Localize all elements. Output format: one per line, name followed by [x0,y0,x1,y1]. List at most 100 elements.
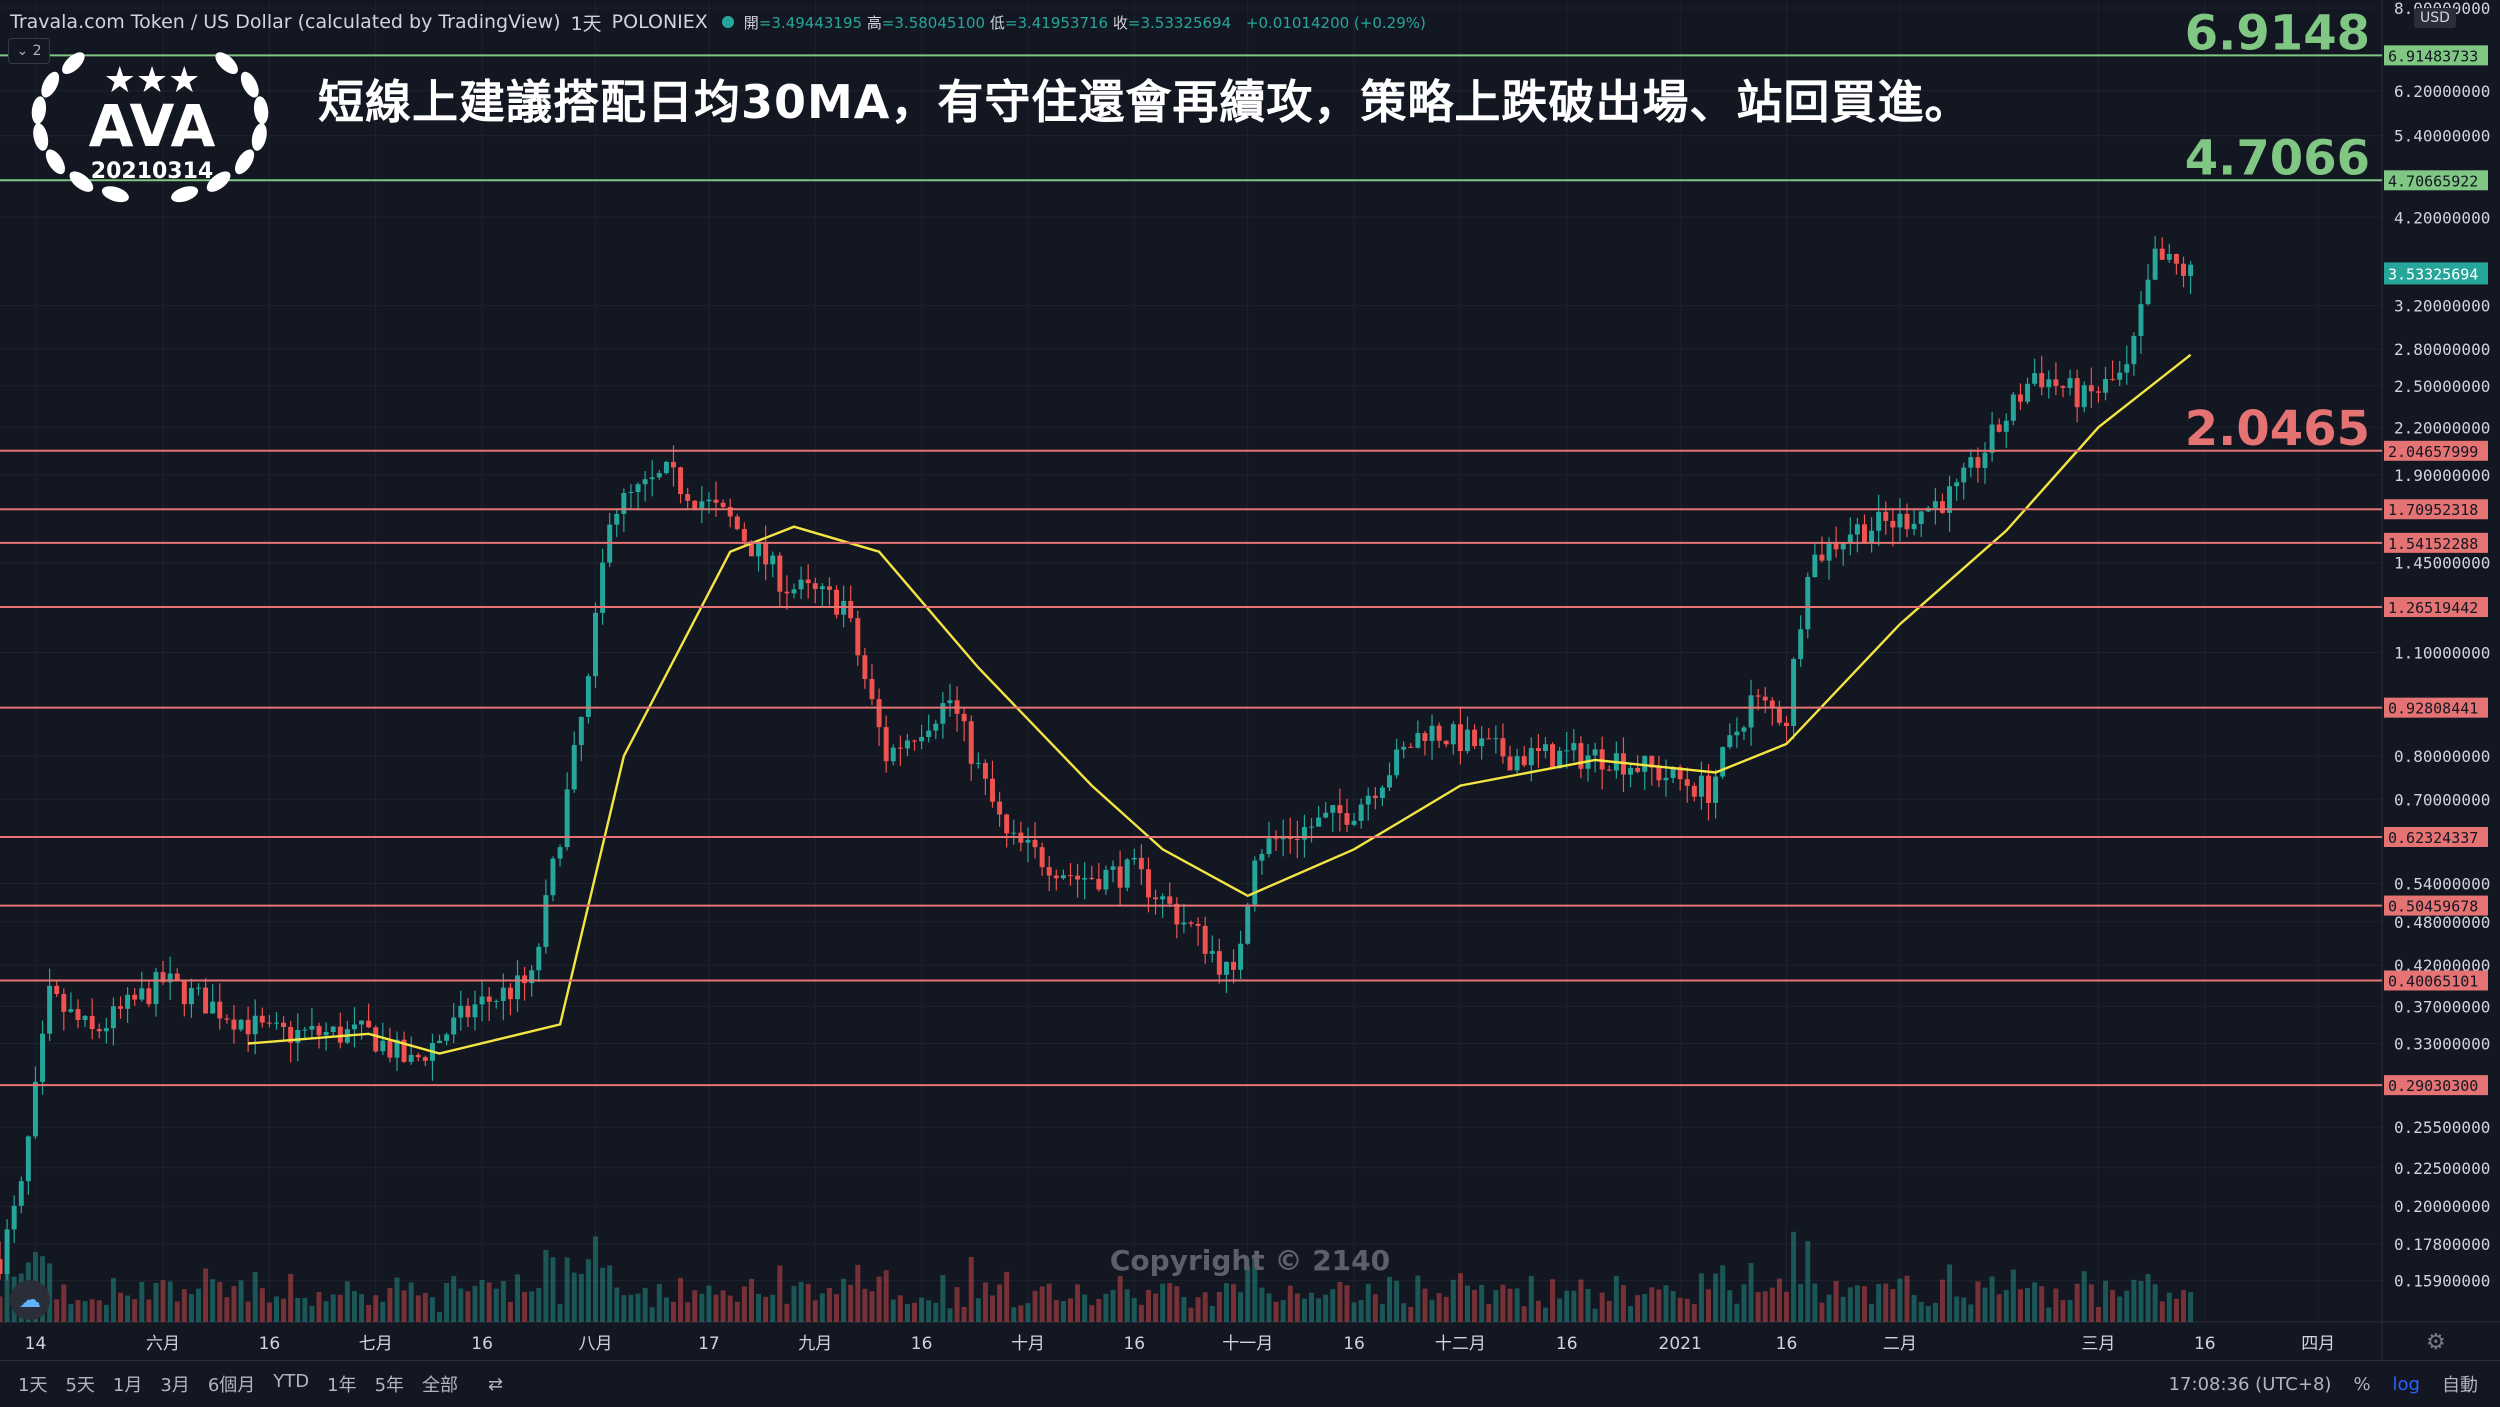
tradingview-logo-icon[interactable]: ☁ [10,1280,50,1320]
volume-bar [961,1306,967,1322]
volume-bar [585,1259,591,1322]
volume-bar [507,1302,513,1322]
volume-bar [1401,1303,1407,1322]
candle-body [1472,729,1478,747]
volume-bar [1259,1287,1265,1322]
candle-body [1932,501,1938,508]
timeframe-button[interactable]: 6個月 [207,1375,256,1396]
candle-body [2046,379,2052,388]
candle-body [40,1033,46,1082]
volume-bar [1103,1293,1109,1322]
candle-body [1698,775,1704,797]
volume-bar [118,1292,123,1322]
volume-bar [1620,1285,1626,1322]
timeframe-button[interactable]: 全部 [422,1375,459,1396]
volume-bar [252,1272,258,1322]
candle-body [1181,922,1187,925]
candle-body [2025,383,2031,402]
candle-body [798,579,804,590]
candle-body [507,987,513,1000]
candle-body [210,1001,216,1014]
timeframe-button[interactable]: 5年 [374,1375,405,1396]
volume-bar [1819,1302,1825,1322]
timeframe-button[interactable]: 3月 [160,1375,190,1396]
candle-body [1004,814,1010,834]
candle-body [770,555,776,565]
percent-toggle[interactable]: % [2353,1373,2371,1395]
candle-body [451,1017,457,1035]
volume-bar [224,1297,230,1322]
timeframe-button[interactable]: YTD [273,1371,310,1392]
price-level-big-label: 4.7066 [2185,130,2370,186]
volume-bar [1691,1304,1697,1322]
candle-body [1252,860,1258,905]
volume-bar [89,1299,95,1322]
volume-bar [1628,1306,1634,1322]
volume-bar [1415,1275,1421,1322]
timeframe-list: 1天 5天 1月 3月 6個月 YTD 1年 5年 全部 [0,1371,458,1397]
volume-bar [1918,1301,1924,1322]
candle-body [1429,725,1435,741]
volume-bar [954,1287,960,1322]
volume-bar [188,1294,194,1322]
volume-bar [798,1281,804,1322]
volume-bar [912,1302,917,1322]
volume-bar [727,1295,733,1322]
volume-bar [500,1281,506,1322]
interval-label[interactable]: 1天 [570,12,602,35]
clock-readout[interactable]: 17:08:36 (UTC+8) [2168,1373,2332,1395]
compare-icon[interactable]: ⇄ [488,1373,504,1395]
candle-body [1791,659,1797,727]
price-level-tag [2384,45,2488,66]
indicator-collapse-button[interactable]: ⌄ 2 [8,38,50,64]
candle-body [1628,767,1634,775]
log-toggle[interactable]: log [2392,1373,2420,1395]
volume-bar [628,1294,634,1322]
candle-body [54,985,60,994]
candle-body [947,700,953,704]
volume-bar [429,1297,435,1322]
candle-body [373,1027,379,1052]
candle-body [1138,857,1144,870]
currency-label[interactable]: USD [2414,8,2456,28]
volume-bar [1989,1276,1995,1322]
candle-body [1684,779,1690,786]
volume-bar [1755,1291,1761,1322]
candle-body [2017,394,2023,402]
price-level-tag [2384,895,2488,916]
candle-body [1904,513,1910,530]
volume-bar [1202,1292,1208,1322]
timeframe-button[interactable]: 5天 [65,1375,95,1396]
candle-body [600,562,606,613]
symbol-title[interactable]: Travala.com Token / US Dollar (calculate… [10,11,561,33]
candle-body [2095,391,2101,393]
auto-toggle[interactable]: 自動 [2442,1375,2478,1396]
candle-body [1982,452,1988,468]
timeframe-button[interactable]: 1年 [327,1375,357,1396]
volume-bar [444,1282,450,1322]
candle-body [139,988,145,1000]
volume-bar [770,1294,776,1322]
candle-body [1755,695,1761,697]
candle-body [692,500,698,509]
candle-body [302,1029,308,1031]
volume-bar [1776,1278,1782,1322]
price-level-label: 0.29030300 [2388,1077,2478,1095]
candle-body [103,1028,109,1032]
candle-body [961,713,967,722]
candle-body [1202,925,1208,954]
price-level-big-label: 2.0465 [2185,401,2370,457]
volume-bar [359,1294,365,1322]
gear-icon[interactable]: ⚙ [2426,1330,2446,1355]
timeframe-button[interactable]: 1月 [112,1375,143,1396]
candle-body [68,1009,74,1012]
candle-body [1840,542,1846,550]
timeframe-button[interactable]: 1天 [18,1375,48,1396]
volume-bar [1231,1284,1237,1322]
x-tick-label: 16 [2194,1334,2216,1354]
candle-body [975,762,981,764]
candle-body [1103,869,1109,890]
